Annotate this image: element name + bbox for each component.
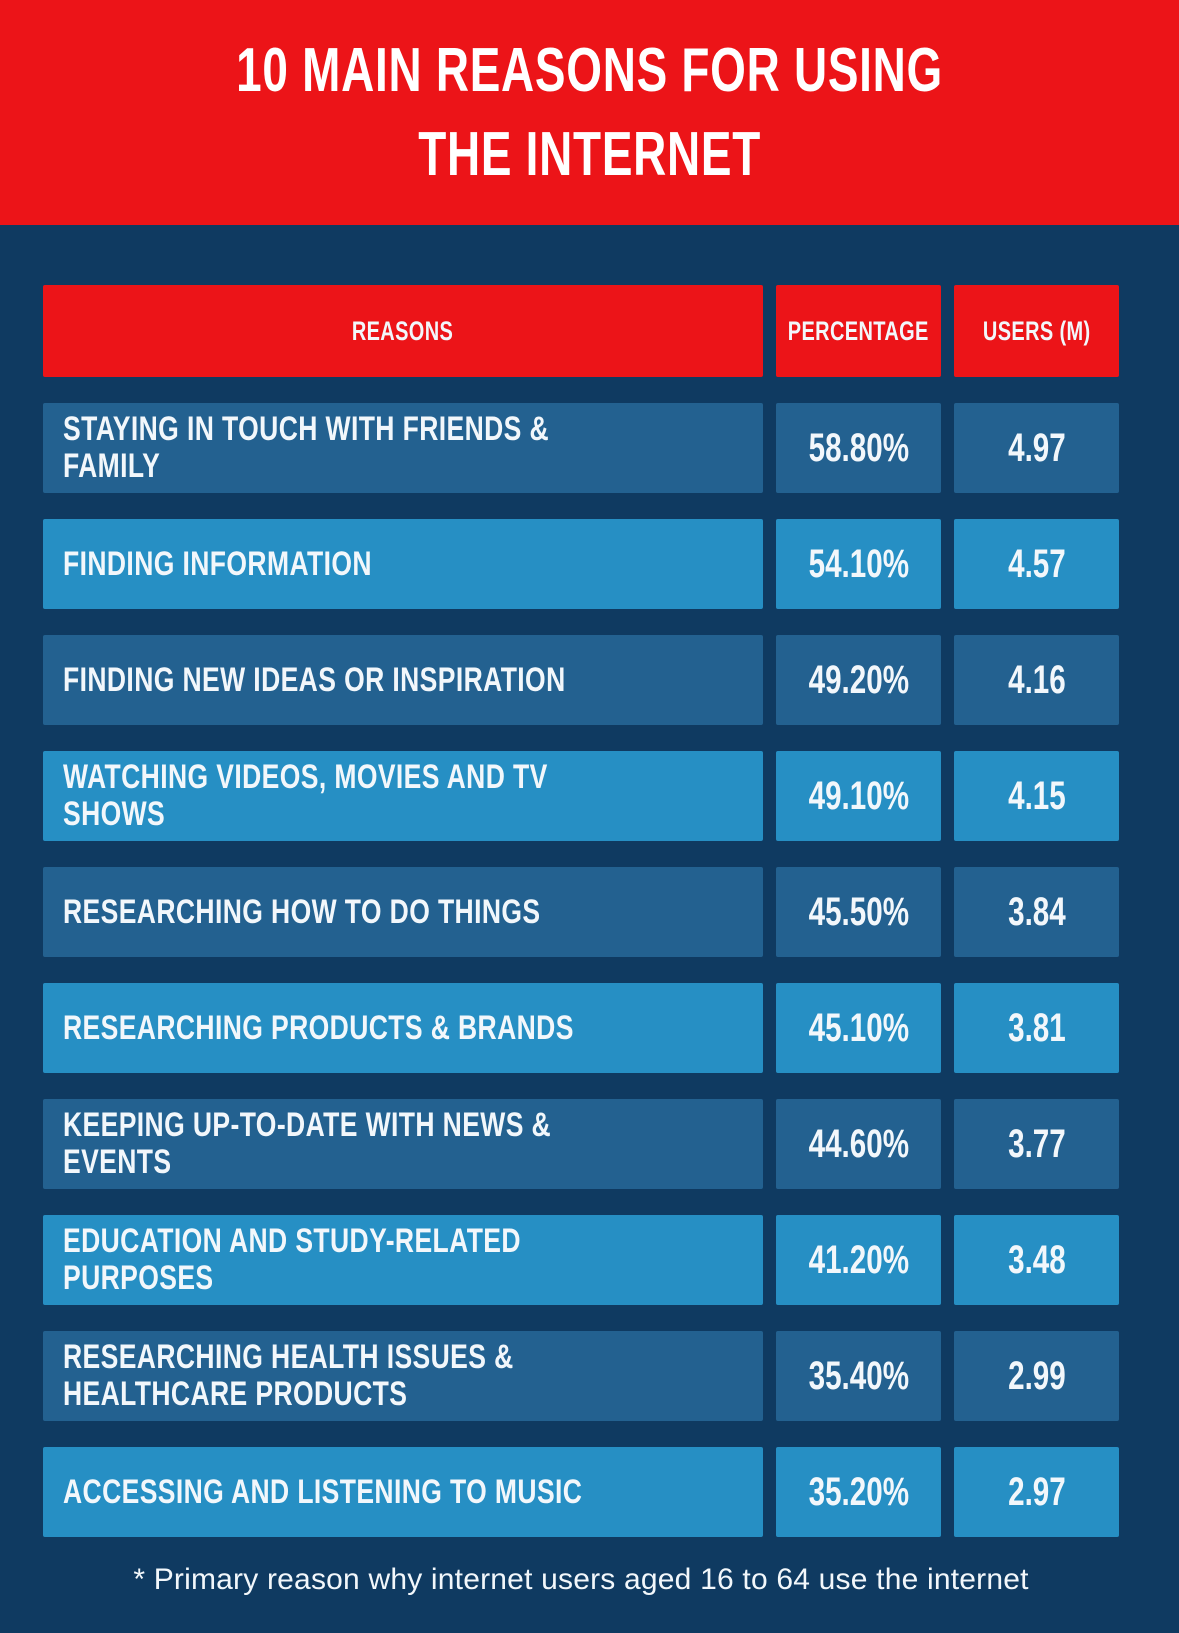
users-value: 4.57 [1007,541,1066,586]
title-banner: 10 MAIN REASONS FOR USING THE INTERNET [0,0,1179,225]
percentage-value: 45.10% [808,1005,909,1050]
reason-label: KEEPING UP-TO-DATE WITH NEWS & EVENTS [63,1106,552,1181]
page-title-line-2: THE INTERNET [358,116,821,194]
column-header-percentage: PERCENTAGE [776,285,941,377]
table-header-row: REASONS PERCENTAGE USERS (M) [43,285,1119,377]
percentage-value: 58.80% [808,425,909,470]
footnote: * Primary reason why internet users aged… [133,1563,1029,1596]
users-cell: 4.57 [954,519,1119,609]
reason-cell: EDUCATION AND STUDY-RELATED PURPOSES [43,1215,763,1305]
users-cell: 3.77 [954,1099,1119,1189]
users-cell: 4.97 [954,403,1119,493]
reason-label: RESEARCHING HEALTH ISSUES & HEALTHCARE P… [63,1338,514,1413]
table-row: FINDING INFORMATION 54.10% 4.57 [43,519,1119,609]
table-row: FINDING NEW IDEAS OR INSPIRATION 49.20% … [43,635,1119,725]
table-row: ACCESSING AND LISTENING TO MUSIC 35.20% … [43,1447,1119,1537]
users-value: 4.97 [1007,425,1066,470]
column-header-users-label: USERS (M) [982,315,1091,346]
reason-label: WATCHING VIDEOS, MOVIES AND TV SHOWS [63,758,548,833]
column-header-users: USERS (M) [954,285,1119,377]
reason-label: STAYING IN TOUCH WITH FRIENDS & FAMILY [63,410,550,485]
reason-cell: FINDING NEW IDEAS OR INSPIRATION [43,635,763,725]
page-title-line-2-text: THE INTERNET [418,119,761,189]
percentage-value: 41.20% [808,1237,909,1282]
users-value: 2.97 [1007,1469,1066,1514]
page-title-line-1-text: 10 MAIN REASONS FOR USING [236,35,943,105]
table-row: RESEARCHING PRODUCTS & BRANDS 45.10% 3.8… [43,983,1119,1073]
reason-cell: FINDING INFORMATION [43,519,763,609]
percentage-cell: 41.20% [776,1215,941,1305]
percentage-cell: 45.50% [776,867,941,957]
percentage-value: 44.60% [808,1121,909,1166]
percentage-cell: 49.20% [776,635,941,725]
reason-label: RESEARCHING PRODUCTS & BRANDS [63,1008,574,1047]
table-body: STAYING IN TOUCH WITH FRIENDS & FAMILY 5… [43,403,1119,1537]
column-header-percentage-label: PERCENTAGE [788,315,929,346]
percentage-cell: 35.40% [776,1331,941,1421]
table-row: EDUCATION AND STUDY-RELATED PURPOSES 41.… [43,1215,1119,1305]
users-value: 3.81 [1007,1005,1066,1050]
reason-label: RESEARCHING HOW TO DO THINGS [63,892,541,931]
users-cell: 4.16 [954,635,1119,725]
users-cell: 4.15 [954,751,1119,841]
users-value: 3.84 [1007,889,1066,934]
reason-label: FINDING INFORMATION [63,544,372,583]
users-cell: 3.81 [954,983,1119,1073]
percentage-value: 49.20% [808,657,909,702]
percentage-cell: 45.10% [776,983,941,1073]
reason-cell: WATCHING VIDEOS, MOVIES AND TV SHOWS [43,751,763,841]
users-cell: 3.48 [954,1215,1119,1305]
users-cell: 2.99 [954,1331,1119,1421]
table-row: RESEARCHING HEALTH ISSUES & HEALTHCARE P… [43,1331,1119,1421]
users-cell: 2.97 [954,1447,1119,1537]
users-value: 3.77 [1007,1121,1066,1166]
reasons-table: REASONS PERCENTAGE USERS (M) STAYING IN … [43,285,1119,1597]
column-header-reasons: REASONS [43,285,763,377]
users-cell: 3.84 [954,867,1119,957]
reason-cell: RESEARCHING PRODUCTS & BRANDS [43,983,763,1073]
table-row: KEEPING UP-TO-DATE WITH NEWS & EVENTS 44… [43,1099,1119,1189]
reason-label: FINDING NEW IDEAS OR INSPIRATION [63,660,566,699]
percentage-value: 49.10% [808,773,909,818]
percentage-cell: 35.20% [776,1447,941,1537]
table-row: STAYING IN TOUCH WITH FRIENDS & FAMILY 5… [43,403,1119,493]
reason-cell: RESEARCHING HOW TO DO THINGS [43,867,763,957]
table-row: RESEARCHING HOW TO DO THINGS 45.50% 3.84 [43,867,1119,957]
reason-label: EDUCATION AND STUDY-RELATED PURPOSES [63,1222,521,1297]
reason-label: ACCESSING AND LISTENING TO MUSIC [63,1472,583,1511]
users-value: 4.15 [1007,773,1066,818]
column-header-reasons-label: REASONS [352,315,454,346]
percentage-value: 35.40% [808,1353,909,1398]
percentage-cell: 54.10% [776,519,941,609]
percentage-cell: 58.80% [776,403,941,493]
users-value: 2.99 [1007,1353,1066,1398]
users-value: 3.48 [1007,1237,1066,1282]
percentage-value: 54.10% [808,541,909,586]
percentage-value: 35.20% [808,1469,909,1514]
reason-cell: RESEARCHING HEALTH ISSUES & HEALTHCARE P… [43,1331,763,1421]
percentage-cell: 44.60% [776,1099,941,1189]
percentage-value: 45.50% [808,889,909,934]
reason-cell: STAYING IN TOUCH WITH FRIENDS & FAMILY [43,403,763,493]
users-value: 4.16 [1007,657,1066,702]
percentage-cell: 49.10% [776,751,941,841]
reason-cell: ACCESSING AND LISTENING TO MUSIC [43,1447,763,1537]
table-row: WATCHING VIDEOS, MOVIES AND TV SHOWS 49.… [43,751,1119,841]
reason-cell: KEEPING UP-TO-DATE WITH NEWS & EVENTS [43,1099,763,1189]
page-title-line-1: 10 MAIN REASONS FOR USING [112,32,1067,110]
